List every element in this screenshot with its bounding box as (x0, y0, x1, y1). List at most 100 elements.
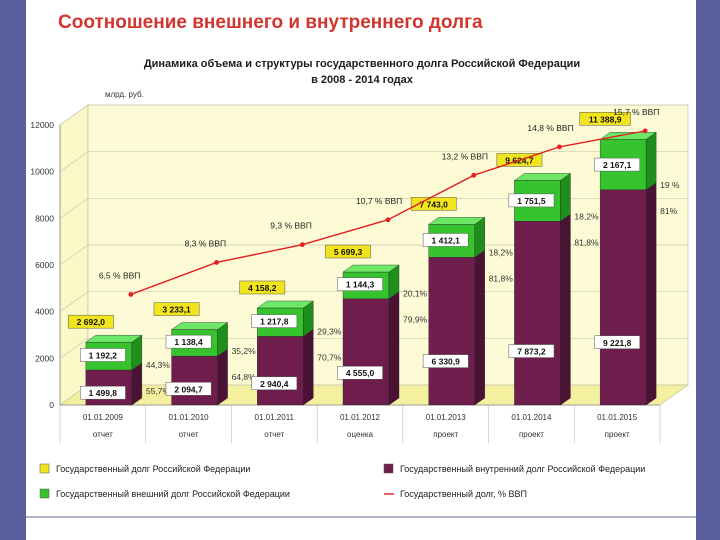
external-value-label-box (165, 334, 212, 349)
gdp-value-label: 10,7 % ВВП (356, 196, 402, 206)
gdp-point (471, 172, 477, 178)
bar-external-top (599, 132, 657, 140)
x-tick-note: проект (519, 430, 544, 439)
gridline (59, 197, 688, 219)
legend-swatch-external (39, 488, 50, 499)
bottom-rule (26, 516, 696, 518)
internal-value-label-box (337, 365, 383, 380)
external-value-label: 1 144,3 (346, 280, 375, 290)
bar-internal-side (474, 249, 485, 406)
y-tick-label: 8000 (35, 213, 54, 223)
share-internal-label: 81,8% (574, 237, 599, 247)
share-internal-label: 81,8% (489, 273, 514, 283)
x-tick-note: проект (605, 430, 630, 439)
legend-label: Государственный внешний долг Российской … (56, 489, 290, 499)
share-external-label: 29,3% (317, 326, 342, 336)
gdp-point (299, 242, 305, 248)
total-value-label-box (239, 280, 286, 295)
x-tick-label: 01.01.2013 (426, 413, 467, 422)
internal-value-label: 6 330,9 (432, 357, 461, 367)
bar-internal-side (388, 291, 400, 406)
external-value-label-box (594, 157, 640, 172)
total-value-label-box (410, 197, 457, 211)
bar-external-top (170, 322, 229, 330)
legend-swatch-internal (383, 463, 394, 474)
share-external-label: 18,2% (574, 211, 599, 221)
bar-internal-front (342, 298, 390, 406)
total-value-label: 5 699,3 (334, 247, 363, 257)
share-internal-label: 55,7% (146, 386, 171, 396)
bar-external-side (560, 173, 571, 222)
legend-label: Государственный долг Российской Федераци… (56, 464, 250, 474)
x-tick-label: 01.01.2015 (597, 413, 638, 422)
bar-external-top (85, 334, 143, 343)
y-tick-label: 4000 (35, 307, 54, 317)
legend-swatch-total (39, 463, 50, 474)
bar-internal-side (645, 182, 657, 406)
external-value-label-box (337, 277, 383, 291)
bar-internal-side (303, 329, 314, 406)
share-internal-label: 81% (660, 206, 677, 216)
internal-value-label-box (251, 376, 298, 391)
internal-value-label: 2 094,7 (174, 384, 203, 394)
share-internal-label: 79,9% (403, 315, 428, 325)
gdp-value-label: 9,3 % ВВП (270, 221, 312, 231)
gdp-point (385, 217, 391, 223)
bar-external-top (428, 217, 486, 225)
legend-label: Государственный долг, % ВВП (400, 489, 527, 499)
share-external-label: 20,1% (403, 289, 428, 299)
total-value-label-box (325, 244, 371, 259)
x-tick-label: 01.01.2012 (340, 413, 381, 422)
chart-title: Динамика объема и структуры государствен… (144, 58, 580, 70)
x-tick-label: 01.01.2010 (169, 413, 210, 422)
left-decor-bar (0, 0, 26, 540)
bar-internal-front (514, 221, 561, 406)
bar-internal-front (428, 257, 475, 406)
total-value-label-box (153, 302, 200, 316)
share-external-label: 44,3% (146, 360, 171, 370)
gridline (59, 151, 688, 172)
total-value-label: 3 233,1 (162, 305, 191, 315)
x-tick-note: отчет (93, 430, 113, 439)
x-tick-note: проект (433, 430, 458, 439)
right-decor-bar (696, 0, 720, 540)
total-value-label-box (579, 112, 631, 126)
x-tick-label: 01.01.2011 (255, 413, 295, 422)
chart-subtitle: в 2008 - 2014 годах (311, 74, 414, 86)
external-value-label-box (251, 314, 298, 328)
gdp-value-label: 13,2 % ВВП (442, 151, 488, 161)
external-value-label: 1 217,8 (260, 317, 289, 327)
gdp-value-label: 8,3 % ВВП (185, 238, 227, 248)
share-external-label: 18,2% (489, 247, 514, 257)
share-internal-label: 70,7% (317, 352, 342, 362)
gdp-point (557, 144, 562, 150)
internal-value-label-box (165, 382, 212, 396)
share-external-label: 19 % (660, 180, 680, 190)
gridline (59, 104, 688, 126)
bar-internal-side (131, 362, 143, 406)
gridline (59, 244, 688, 266)
bar-internal-front (171, 355, 218, 406)
internal-value-label: 4 555,0 (346, 368, 375, 378)
gridline (59, 337, 688, 359)
share-internal-label: 64,8% (232, 372, 257, 382)
gdp-value-label: 15,7 % ВВП (613, 107, 659, 117)
y-tick-label: 12000 (30, 120, 54, 130)
gdp-point (642, 128, 648, 134)
bar-internal-front (599, 189, 647, 406)
gdp-value-label: 14,8 % ВВП (527, 123, 573, 133)
gridline (59, 291, 688, 312)
total-value-label: 4 158,2 (248, 283, 277, 293)
external-value-label: 1 192,2 (89, 350, 118, 360)
internal-value-label: 7 873,2 (517, 347, 546, 357)
y-tick-label: 2000 (35, 353, 54, 363)
total-value-label: 2 692,0 (77, 317, 106, 327)
internal-value-label: 1 499,8 (89, 388, 118, 398)
x-tick-note: отчет (264, 430, 284, 439)
slide-title: Соотношение внешнего и внутреннего долга (58, 12, 483, 33)
share-external-label: 35,2% (232, 346, 257, 356)
gdp-point (128, 292, 134, 297)
total-value-label: 7 743,0 (420, 199, 449, 209)
external-value-label: 1 751,5 (517, 196, 546, 206)
